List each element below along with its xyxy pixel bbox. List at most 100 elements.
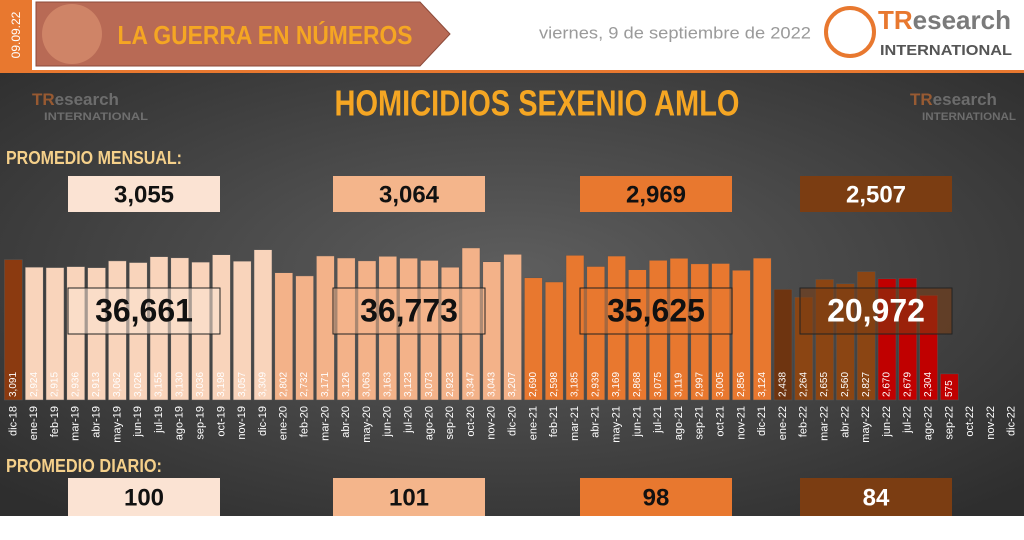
x-tick-label: jul-21: [652, 406, 664, 434]
value-label: 3,026: [133, 372, 144, 397]
value-label: 3,057: [237, 372, 248, 397]
value-label: 3,163: [382, 372, 393, 397]
value-label: 2,690: [528, 372, 539, 397]
x-tick-label: jul-19: [153, 406, 165, 434]
value-label: 2,997: [694, 372, 705, 397]
section-label: PROMEDIO MENSUAL:: [6, 148, 182, 168]
summary-box: [68, 478, 220, 516]
bar: [45, 267, 65, 401]
value-label: 3,091: [8, 372, 19, 397]
value-label: 3,073: [424, 372, 435, 397]
summary-box: [579, 287, 733, 335]
x-tick-label: oct-22: [964, 406, 976, 437]
chart-title: HOMICIDIOS SEXENIO AMLO: [335, 83, 740, 124]
x-tick-label: mar-19: [70, 406, 82, 441]
summary-box: [800, 176, 952, 212]
value-label: 2,939: [590, 372, 601, 397]
wm-mark: TR: [910, 90, 933, 109]
banner: [35, 1, 451, 67]
value-label: 2,936: [70, 372, 81, 397]
value-label: 3,062: [112, 372, 123, 397]
logo: TResearch INTERNATIONAL: [824, 5, 1012, 59]
logo-ring: [824, 6, 876, 58]
bar: [940, 373, 959, 401]
bar: [253, 249, 273, 401]
x-tick-label: nov-22: [985, 406, 997, 440]
value-label: 2,802: [278, 372, 289, 397]
x-tick-label: nov-19: [236, 406, 248, 440]
summary-box: [67, 287, 221, 335]
value-label: 3,171: [320, 372, 331, 397]
x-tick-label: ago-20: [423, 406, 435, 440]
value-label: 2,856: [736, 372, 747, 397]
x-tick-label: jun-20: [382, 406, 394, 438]
x-tick-label: ago-21: [673, 406, 685, 440]
value-label: 2,924: [29, 372, 40, 397]
value-label: 3,005: [715, 372, 726, 397]
bar: [732, 270, 751, 401]
bar: [524, 277, 543, 401]
section-label: PROMEDIO DIARIO:: [6, 456, 162, 476]
logo-sub: INTERNATIONAL: [880, 42, 1012, 59]
value-label: 2,868: [632, 372, 643, 397]
x-tick-label: feb-20: [299, 406, 311, 437]
x-tick-label: mar-21: [569, 406, 581, 441]
value-label: 3,198: [216, 372, 227, 397]
logo-mark: TR: [878, 5, 913, 35]
date: viernes, 9 de septiembre de 2022: [539, 23, 811, 42]
value-label: 575: [944, 380, 955, 397]
value-label: 3,169: [611, 372, 622, 397]
x-tick-label: dic-18: [7, 406, 19, 436]
value-label: 3,043: [486, 372, 497, 397]
summary-boxes: 3,055 3,064 2,969 2,507 36,661 36,773 35,625 20…: [67, 176, 953, 516]
bar: [4, 259, 23, 401]
bar: [232, 260, 252, 401]
value-label: 3,309: [258, 372, 269, 397]
x-tick-label: dic-19: [257, 406, 269, 436]
x-tick-label: may-19: [111, 406, 123, 443]
wm-rest: esearch: [55, 90, 119, 109]
value-label: 2,598: [549, 372, 560, 397]
value-label: 3,063: [362, 372, 373, 397]
wm-mark: TR: [32, 90, 55, 109]
value-label: 3,347: [466, 372, 477, 397]
value-label: 3,126: [341, 372, 352, 397]
x-tick-label: oct-21: [715, 406, 727, 437]
value-label: 3,130: [174, 372, 185, 397]
x-tick-label: may-21: [611, 406, 623, 443]
summary-value: 101: [389, 484, 429, 511]
value-label: 3,119: [674, 372, 685, 397]
x-tick-label: jun-21: [631, 406, 643, 438]
value-label: 2,923: [445, 372, 456, 397]
x-tick-label: nov-20: [486, 406, 498, 440]
x-tick-label: sep-22: [943, 406, 955, 440]
bar: [544, 281, 564, 401]
x-tick-label: ago-19: [174, 406, 186, 440]
summary-value: 20,972: [827, 292, 925, 328]
value-label: 2,560: [840, 372, 851, 397]
logo-rest: esearch: [913, 5, 1011, 35]
bar: [752, 257, 772, 401]
bar: [773, 288, 793, 401]
summary-value: 3,064: [379, 181, 440, 208]
x-tick-label: dic-21: [756, 406, 768, 436]
x-tick-label: oct-20: [465, 406, 477, 437]
x-tick-label: ene-19: [28, 406, 40, 440]
x-tick-label: sep-21: [694, 406, 706, 440]
wm-sub: INTERNATIONAL: [44, 111, 148, 123]
bars: dic-18 3,091 ene-19 2,924 feb-19 2,915 mar-19 2…: [4, 247, 1018, 443]
bar: [295, 275, 314, 401]
value-label: 2,304: [923, 372, 934, 397]
bar: [503, 254, 522, 401]
summary-box: [580, 176, 732, 212]
summary-box: [800, 478, 952, 516]
value-label: 3,075: [653, 372, 664, 397]
rule: [0, 70, 1024, 73]
date-tag: 09.09.22: [9, 11, 23, 58]
logo-word: TResearch: [878, 5, 1011, 35]
x-tick-label: jun-22: [881, 406, 893, 438]
watermark-right: TResearch INTERNATIONAL: [910, 90, 1016, 122]
watermark-left: TResearch INTERNATIONAL: [32, 90, 148, 122]
value-label: 2,913: [91, 372, 102, 397]
x-tick-label: nov-21: [735, 406, 747, 440]
